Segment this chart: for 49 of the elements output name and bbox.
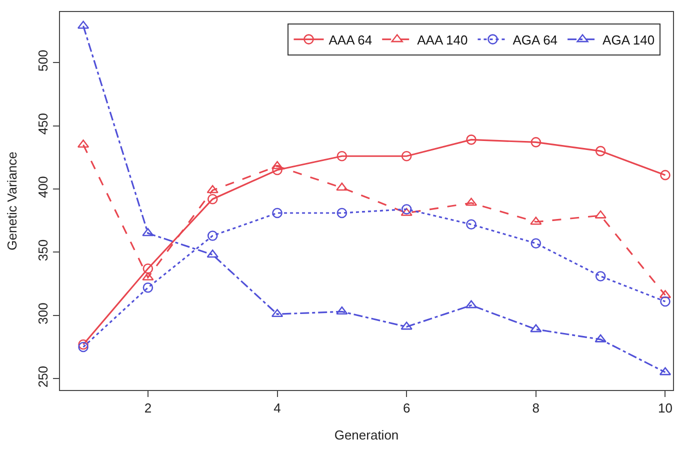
- y-tick-label: 300: [36, 302, 51, 324]
- legend-label: AGA 64: [512, 32, 558, 48]
- x-axis-title: Generation: [334, 427, 399, 442]
- point: [272, 208, 282, 218]
- point: [142, 228, 154, 236]
- point: [206, 250, 218, 258]
- point: [530, 324, 542, 332]
- point: [401, 150, 412, 162]
- point: [466, 219, 476, 230]
- point: [595, 146, 606, 156]
- point: [401, 204, 412, 214]
- point: [400, 322, 412, 330]
- x-tick-label: 8: [532, 400, 540, 416]
- point: [206, 185, 218, 194]
- point: [594, 210, 606, 218]
- point: [466, 134, 476, 145]
- point: [142, 282, 154, 293]
- point: [142, 263, 154, 274]
- point: [530, 137, 542, 148]
- x-tick-label: 4: [274, 400, 281, 416]
- x-tick-label: 2: [144, 400, 152, 416]
- point: [336, 150, 348, 162]
- legend-label: AAA 140: [417, 32, 468, 48]
- x-tick-label: 10: [658, 400, 672, 416]
- point: [530, 216, 542, 225]
- y-tick-label: 400: [36, 176, 51, 198]
- point: [142, 272, 154, 280]
- point: [594, 334, 606, 342]
- y-tick-label: 450: [36, 112, 51, 135]
- x-tick-label: 6: [402, 400, 410, 416]
- y-tick-label: 350: [36, 239, 51, 262]
- point: [400, 208, 412, 216]
- point: [78, 339, 88, 350]
- point: [660, 296, 670, 307]
- y-tick-label: 500: [36, 50, 51, 72]
- point: [272, 164, 282, 176]
- point: [207, 194, 218, 204]
- point: [336, 208, 348, 218]
- point: [595, 271, 606, 282]
- legend-label: AAA 64: [328, 32, 372, 48]
- y-axis-title: Genetic Variance: [4, 152, 20, 250]
- point: [207, 230, 218, 241]
- point: [660, 170, 670, 180]
- point: [530, 238, 542, 248]
- point: [78, 342, 88, 352]
- legend-label: AGA 140: [602, 32, 655, 48]
- point: [336, 182, 348, 191]
- y-tick-label: 250: [36, 366, 51, 388]
- point: [336, 306, 348, 315]
